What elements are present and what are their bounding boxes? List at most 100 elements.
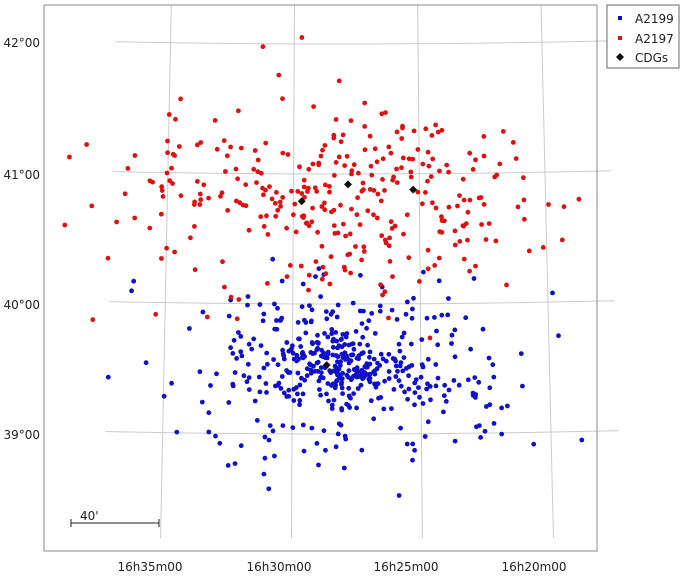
a2197-point [165,138,170,144]
a2199-point [403,366,409,371]
a2199-point [432,315,437,320]
a2197-point [394,180,400,186]
a2197-point [150,179,156,185]
a2197-point [406,156,412,162]
a2199-point [333,383,339,388]
a2197-point [159,184,165,190]
a2199-point [403,311,409,317]
a2197-point [132,215,138,221]
a2197-point [411,128,417,134]
a2199-point [350,341,356,347]
a2197-point [368,163,374,169]
a2199-point [279,278,285,284]
a2197-point [394,129,400,135]
a2199-point [395,368,400,374]
a2199-point [346,368,352,374]
a2199-point [335,431,341,437]
a2197-point [170,181,175,186]
a2199-point [371,416,377,422]
a2197-point [316,160,322,166]
a2199-point [346,393,352,399]
a2199-point [487,385,493,391]
a2199-point [254,418,260,423]
a2199-point [518,351,524,356]
a2199-point [389,307,395,313]
a2199-point [321,428,327,434]
a2197-point [375,191,381,197]
a2197-point [125,166,131,171]
a2197-point [522,216,527,222]
a2197-point [314,189,320,194]
a2197-point [439,214,444,220]
a2199-point [308,370,314,376]
a2197-point [319,276,325,282]
a2197-point [327,189,332,195]
a2197-point [361,244,367,250]
a2197-point [444,162,450,168]
a2199-point [314,441,320,446]
x-tick-label: 16h25m00 [373,560,438,574]
a2199-point [418,374,424,380]
a2199-point [285,370,291,375]
a2197-point [297,164,302,170]
a2199-point [343,334,349,340]
a2199-point [325,349,331,355]
a2197-point [476,195,482,201]
a2197-point [246,227,252,233]
a2199-point [309,425,315,431]
a2199-point [531,441,537,447]
a2197-point [470,167,476,172]
a2197-point [332,173,337,178]
a2199-point [298,344,304,349]
a2199-point [398,383,404,389]
a2199-point [341,465,347,471]
a2199-point [340,370,345,376]
a2197-point [417,279,422,284]
a2197-point [173,116,178,122]
a2197-point [198,197,204,203]
a2197-point [425,266,431,272]
a2197-point [374,159,380,165]
a2199-point [349,376,355,381]
a2197-point [251,166,257,172]
a2197-point [386,315,391,321]
a2197-point [362,147,368,153]
a2199-point [187,326,192,331]
a2199-point [280,423,286,428]
a2197-point [195,179,200,184]
a2199-point [340,391,345,396]
a2197-point [306,287,311,293]
a2199-point [331,397,337,403]
a2199-point [274,326,280,332]
a2199-point [161,393,167,399]
a2199-point [382,378,387,384]
a2199-point [433,362,439,367]
a2199-point [428,397,433,403]
x-tick-label: 16h30m00 [246,560,311,574]
a2199-point [296,336,301,342]
a2197-point [387,259,393,264]
a2199-point [373,384,379,390]
a2199-point [290,350,296,356]
a2199-point [291,356,297,362]
a2199-point [480,326,486,332]
cdg-point [322,361,331,370]
a2199-point [312,350,317,356]
a2199-point [272,453,277,459]
a2197-point [243,203,249,209]
a2197-point [306,272,312,278]
a2199-point [318,365,324,370]
a2197-point [439,127,445,133]
a2197-point [225,208,231,213]
a2197-point [198,140,204,145]
a2199-point [316,266,322,271]
a2197-point [347,251,353,257]
grid-line-dec [108,300,615,305]
a2197-point [301,184,307,190]
a2199-point [505,403,510,409]
a2197-point [299,191,305,196]
a2197-point [275,207,281,213]
a2197-point [378,282,383,288]
a2199-point [359,321,365,326]
